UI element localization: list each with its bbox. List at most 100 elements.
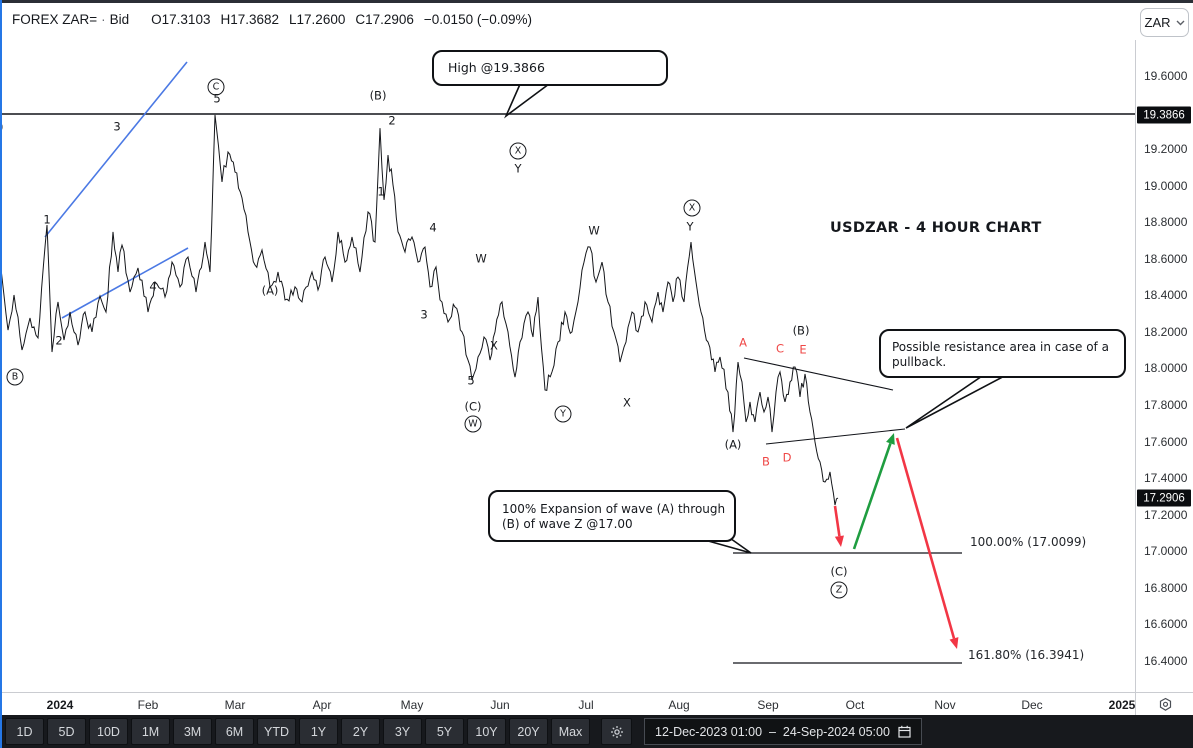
time-label-apr: Apr: [312, 697, 332, 712]
range-button-10y[interactable]: 10Y: [467, 718, 506, 745]
wave-label-3: 3: [113, 119, 121, 134]
projection-down-arrow-head: [949, 637, 959, 649]
fib-level-161-label: 161.80% (16.3941): [968, 648, 1085, 662]
range-button-max[interactable]: Max: [551, 718, 590, 745]
wave-label-1: 1: [43, 212, 51, 227]
range-button-10d[interactable]: 10D: [89, 718, 128, 745]
time-label-oct: Oct: [845, 697, 865, 712]
window-left-edge: [0, 0, 2, 748]
wave-label-d: D: [782, 450, 792, 465]
price-tick-17.8000: 17.8000: [1144, 398, 1188, 413]
expansion-callout-text: 100% Expansion of wave (A) through (B) o…: [502, 502, 726, 531]
date-range-picker[interactable]: 12-Dec-2023 01:00 – 24-Sep-2024 05:00: [644, 718, 922, 745]
axis-settings-corner[interactable]: [1135, 692, 1193, 716]
wave-label-y: Y: [514, 161, 522, 176]
change-value: −0.0150 (−0.09%): [423, 12, 532, 27]
wave-label-x: X: [509, 142, 527, 160]
price-tick-17.6000: 17.6000: [1144, 434, 1188, 449]
time-axis[interactable]: 2024 Feb Mar Apr May Jun Jul Aug Sep Oct Nov Dec 202…: [0, 692, 1135, 716]
chart-header: FOREX ZAR= · Bid O17.3103 H17.3682 L17.2600 C1…: [0, 3, 1193, 40]
resistance-callout-tail: [905, 371, 1013, 429]
wave-label-x: X: [683, 199, 701, 217]
range-button-3y[interactable]: 3Y: [383, 718, 422, 745]
expansion-callout[interactable]: 100% Expansion of wave (A) through (B) o…: [488, 490, 736, 542]
wave-label-w: W: [588, 223, 600, 238]
range-button-ytd[interactable]: YTD: [257, 718, 296, 745]
high-value: H17.3682: [220, 12, 280, 27]
chart-settings-button[interactable]: [601, 718, 632, 745]
currency-dropdown-label: ZAR: [1144, 15, 1171, 30]
high-callout-tail: [504, 81, 550, 119]
price-tick-19.6000: 19.6000: [1144, 68, 1188, 83]
bottom-toolbar: 1D 5D 10D 1M 3M 6M YTD 1Y 2Y 3Y 5Y 10Y 20Y Max 12-Dec…: [0, 715, 1193, 748]
chart-title: USDZAR - 4 HOUR CHART: [830, 220, 1042, 236]
time-label-mar: Mar: [224, 697, 246, 712]
price-tick-17.2000: 17.2000: [1144, 507, 1188, 522]
price-tick-17.0000: 17.0000: [1144, 544, 1188, 559]
time-label-feb: Feb: [137, 697, 159, 712]
wave-label-2: 2: [55, 333, 63, 348]
range-button-2y[interactable]: 2Y: [341, 718, 380, 745]
range-button-5d[interactable]: 5D: [47, 718, 86, 745]
triangle-lower-line: [765, 428, 906, 445]
time-label-sep: Sep: [757, 697, 779, 712]
wave-label-y: Y: [686, 219, 694, 234]
bounce-up-arrow: [852, 442, 892, 550]
wave-label-c: C: [207, 78, 225, 96]
symbol-name: FOREX ZAR=: [12, 12, 98, 27]
separator-dot: ·: [101, 12, 106, 27]
wave-label-4: 4: [149, 279, 157, 294]
wave-label-pbp: (B): [792, 323, 810, 338]
symbol-ohlc-line: FOREX ZAR= · Bid O17.3103 H17.3682 L17.2600 C1…: [12, 12, 542, 27]
time-label-jul: Jul: [578, 697, 594, 712]
range-button-5y[interactable]: 5Y: [425, 718, 464, 745]
wave-label-z: Z: [830, 581, 848, 599]
range-button-group: 1D 5D 10D 1M 3M 6M YTD 1Y 2Y 3Y 5Y 10Y 20Y Max: [5, 718, 590, 745]
projection-down-arrow: [895, 437, 956, 639]
price-badge-17.2906: 17.2906: [1137, 489, 1191, 507]
gear-icon: [610, 725, 623, 738]
price-tick-19.2000: 19.2000: [1144, 142, 1188, 157]
wave-label-3: 3: [420, 307, 428, 322]
resistance-callout[interactable]: Possible resistance area in case of a pu…: [879, 329, 1126, 378]
wave-label-pcp: (C): [464, 399, 482, 414]
high-price-callout[interactable]: High @19.3866: [432, 50, 668, 86]
range-button-1y[interactable]: 1Y: [299, 718, 338, 745]
calendar-icon: [898, 725, 911, 738]
wave-label-c: C: [775, 341, 785, 356]
wave-label-w: W: [464, 415, 482, 433]
date-range-text: 12-Dec-2023 01:00 – 24-Sep-2024 05:00: [655, 724, 890, 739]
pullback-down-arrow-head: [834, 535, 844, 547]
trendline-lower: [61, 247, 189, 319]
wave-label-a: A: [739, 335, 747, 350]
time-label-nov: Nov: [934, 697, 956, 712]
wave-label-w: W: [475, 251, 487, 266]
price-tick-16.4000: 16.4000: [1144, 653, 1188, 668]
range-button-1m[interactable]: 1M: [131, 718, 170, 745]
range-button-1d[interactable]: 1D: [5, 718, 44, 745]
price-line: [0, 114, 839, 506]
price-tick-18.2000: 18.2000: [1144, 324, 1188, 339]
wave-label-pap: (A): [724, 437, 742, 452]
price-axis[interactable]: 19.6000 19.2000 19.0000 18.8000 18.6000 18.40…: [1135, 3, 1193, 715]
currency-dropdown[interactable]: ZAR: [1140, 8, 1189, 37]
price-tick-19.0000: 19.0000: [1144, 178, 1188, 193]
range-button-3m[interactable]: 3M: [173, 718, 212, 745]
wave-label-pap: (A): [261, 283, 279, 298]
price-tick-18.6000: 18.6000: [1144, 251, 1188, 266]
chevron-down-icon: [1176, 20, 1184, 25]
price-badge-19.3866: 19.3866: [1137, 106, 1191, 124]
fib-level-100-label: 100.00% (17.0099): [970, 535, 1087, 549]
range-button-20y[interactable]: 20Y: [509, 718, 548, 745]
wave-label-b: B: [762, 454, 770, 469]
range-button-6m[interactable]: 6M: [215, 718, 254, 745]
wave-label-pbp: (B): [369, 88, 387, 103]
wave-label-4: 4: [429, 220, 437, 235]
time-label-jun: Jun: [490, 697, 510, 712]
triangle-upper-line: [743, 357, 894, 391]
wave-label-x: X: [490, 338, 498, 353]
bounce-up-arrow-head: [886, 433, 895, 445]
open-value: O17.3103: [151, 12, 211, 27]
